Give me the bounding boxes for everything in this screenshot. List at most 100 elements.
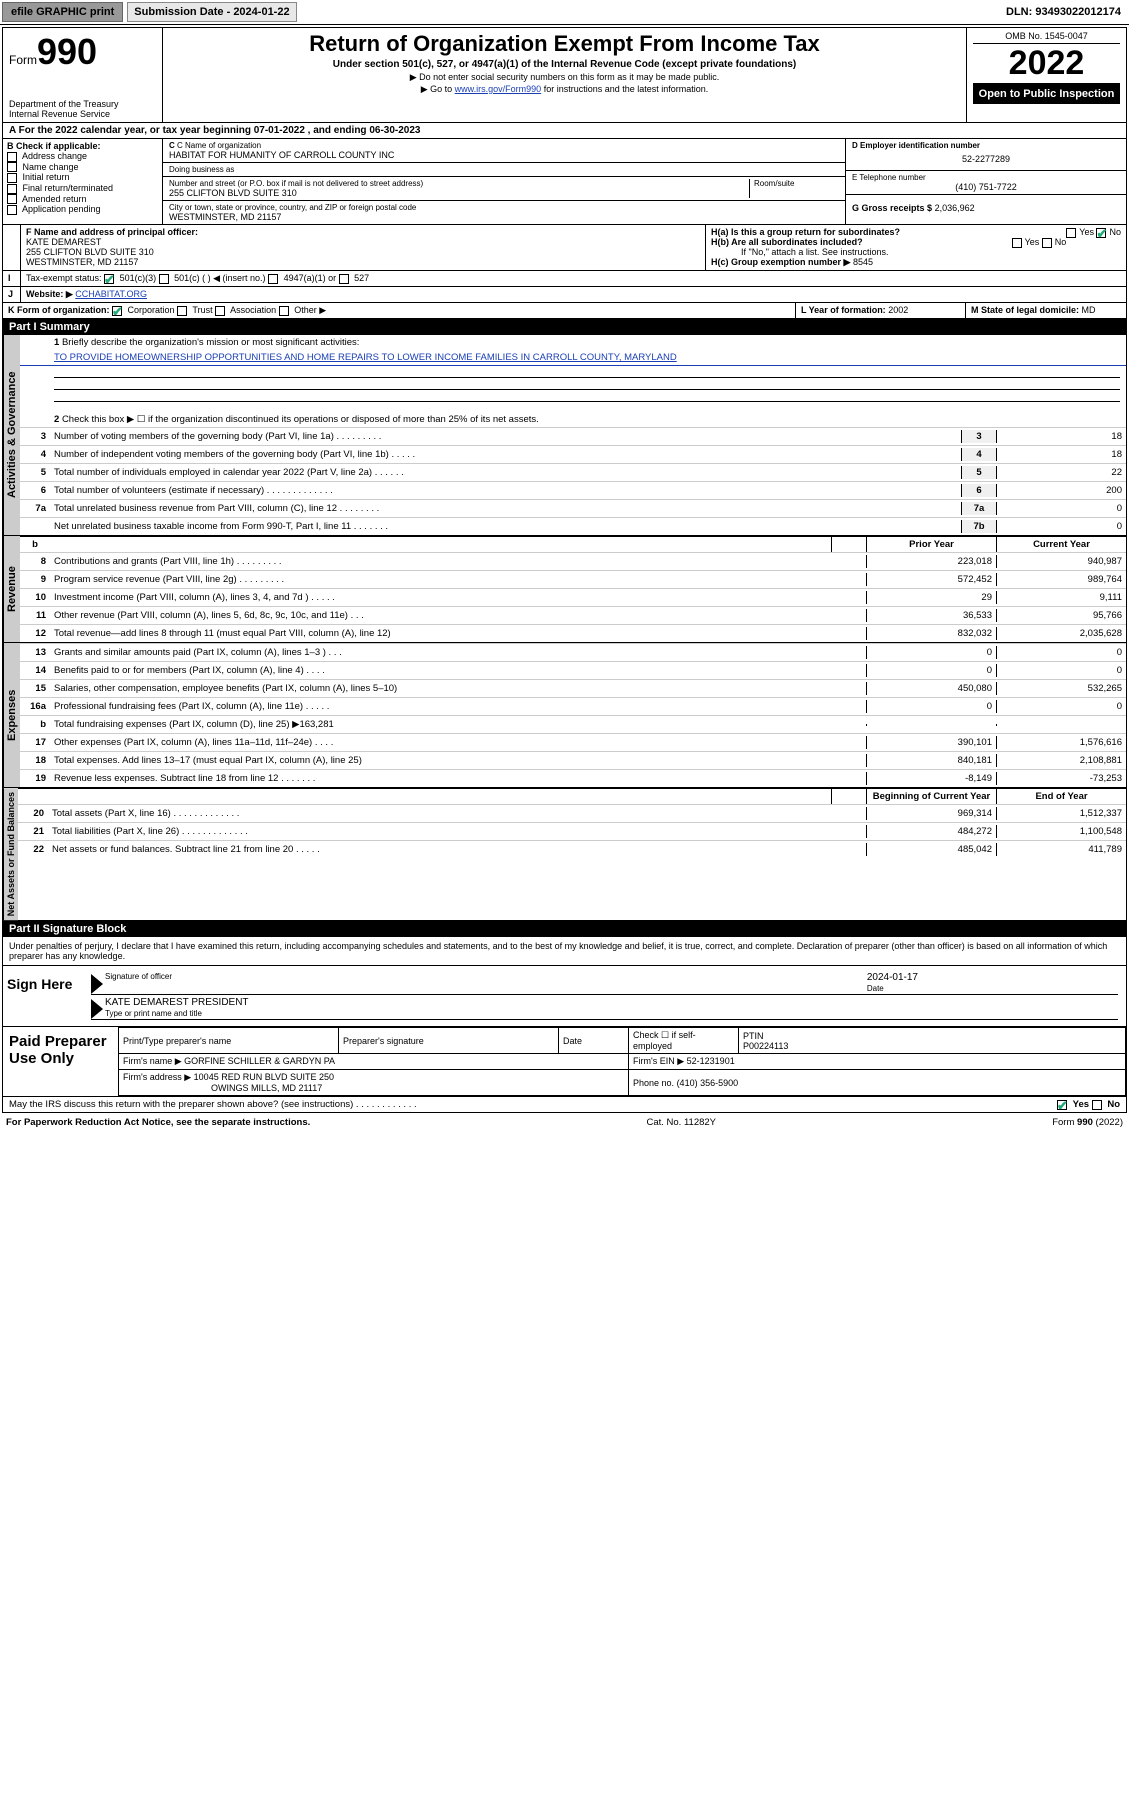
sig-officer-label: Signature of officer bbox=[105, 972, 172, 994]
irs-link[interactable]: www.irs.gov/Form990 bbox=[455, 84, 542, 94]
i-501c[interactable] bbox=[159, 274, 169, 284]
ha-no[interactable] bbox=[1096, 228, 1106, 238]
b-title: B Check if applicable: bbox=[7, 141, 158, 151]
addr-label: Number and street (or P.O. box if mail i… bbox=[169, 179, 749, 188]
dba-label: Doing business as bbox=[169, 165, 839, 174]
part2-header: Part II Signature Block bbox=[3, 921, 1126, 937]
street-address: 255 CLIFTON BLVD SUITE 310 bbox=[169, 188, 749, 198]
line1-label: Briefly describe the organization's miss… bbox=[62, 337, 360, 348]
ha-label: H(a) Is this a group return for subordin… bbox=[711, 227, 900, 237]
hb-yes[interactable] bbox=[1012, 238, 1022, 248]
b-checkbox[interactable] bbox=[7, 184, 17, 194]
table-row: 9Program service revenue (Part VIII, lin… bbox=[20, 570, 1126, 588]
sign-here-label: Sign Here bbox=[3, 966, 83, 1026]
table-row: 15Salaries, other compensation, employee… bbox=[20, 679, 1126, 697]
k-trust[interactable] bbox=[177, 306, 187, 316]
table-row: 11Other revenue (Part VIII, column (A), … bbox=[20, 606, 1126, 624]
hb-no[interactable] bbox=[1042, 238, 1052, 248]
k-corp[interactable] bbox=[112, 306, 122, 316]
form-prefix: Form bbox=[9, 53, 37, 67]
dept-treasury: Department of the Treasury bbox=[9, 99, 156, 109]
irs-label: Internal Revenue Service bbox=[9, 109, 156, 119]
city-label: City or town, state or province, country… bbox=[169, 203, 839, 212]
pp-check-self: Check ☐ if self-employed bbox=[629, 1028, 739, 1054]
b-checkbox[interactable] bbox=[7, 152, 17, 162]
page-title: Return of Organization Exempt From Incom… bbox=[169, 31, 960, 57]
b-checkbox[interactable] bbox=[7, 173, 17, 183]
j-row: J Website: ▶ CCHABITAT.ORG bbox=[3, 287, 1126, 303]
klm-row: K Form of organization: Corporation Trus… bbox=[3, 303, 1126, 319]
e-phone-label: E Telephone number bbox=[852, 173, 1120, 182]
firm-phone-label: Phone no. bbox=[633, 1078, 674, 1088]
dln-label: DLN: 93493022012174 bbox=[1006, 6, 1127, 18]
city-value: WESTMINSTER, MD 21157 bbox=[169, 212, 839, 222]
table-row: 10Investment income (Part VIII, column (… bbox=[20, 588, 1126, 606]
activities-governance-section: Activities & Governance 1 Briefly descri… bbox=[3, 335, 1126, 536]
firm-ein-label: Firm's EIN ▶ bbox=[633, 1056, 684, 1066]
paid-preparer-block: Paid Preparer Use Only Print/Type prepar… bbox=[3, 1026, 1126, 1096]
eoy-header: End of Year bbox=[996, 789, 1126, 804]
table-row: 18Total expenses. Add lines 13–17 (must … bbox=[20, 751, 1126, 769]
c-name-label: C Name of organization bbox=[177, 141, 261, 150]
rev-vertical-label: Revenue bbox=[3, 536, 20, 642]
i-527[interactable] bbox=[339, 274, 349, 284]
table-row: 13Grants and similar amounts paid (Part … bbox=[20, 643, 1126, 661]
form-number: 990 bbox=[37, 31, 97, 72]
firm-addr1: 10045 RED RUN BLVD SUITE 250 bbox=[194, 1072, 334, 1082]
k-other[interactable] bbox=[279, 306, 289, 316]
table-row: 5Total number of individuals employed in… bbox=[20, 463, 1126, 481]
submission-date: Submission Date - 2024-01-22 bbox=[127, 2, 296, 22]
table-row: Net unrelated business taxable income fr… bbox=[20, 517, 1126, 535]
na-vertical-label: Net Assets or Fund Balances bbox=[3, 788, 18, 920]
may-irs-no[interactable] bbox=[1092, 1100, 1102, 1110]
pp-name-label: Print/Type preparer's name bbox=[119, 1028, 339, 1054]
i-501c3[interactable] bbox=[104, 274, 114, 284]
i-row: I Tax-exempt status: 501(c)(3) 501(c) ( … bbox=[3, 271, 1126, 287]
typed-name: KATE DEMAREST PRESIDENT bbox=[105, 997, 249, 1008]
line2-text: Check this box ▶ ☐ if the organization d… bbox=[62, 414, 539, 425]
gov-vertical-label: Activities & Governance bbox=[3, 335, 20, 535]
ha-yes[interactable] bbox=[1066, 228, 1076, 238]
pp-sig-label: Preparer's signature bbox=[339, 1028, 559, 1054]
ptin-label: PTIN bbox=[743, 1031, 764, 1041]
firm-name: GORFINE SCHILLER & GARDYN PA bbox=[184, 1056, 335, 1066]
table-row: 21Total liabilities (Part X, line 26) . … bbox=[18, 822, 1126, 840]
current-year-header: Current Year bbox=[996, 537, 1126, 552]
efile-button[interactable]: efile GRAPHIC print bbox=[2, 2, 123, 22]
revenue-section: Revenue b Prior Year Current Year 8Contr… bbox=[3, 536, 1126, 643]
l-label: L Year of formation: bbox=[801, 305, 886, 315]
m-label: M State of legal domicile: bbox=[971, 305, 1079, 315]
mission-text: TO PROVIDE HOMEOWNERSHIP OPPORTUNITIES A… bbox=[20, 350, 1126, 366]
header-sub1: Under section 501(c), 527, or 4947(a)(1)… bbox=[169, 59, 960, 70]
table-row: 3Number of voting members of the governi… bbox=[20, 427, 1126, 445]
website-link[interactable]: CCHABITAT.ORG bbox=[75, 289, 147, 299]
org-name: HABITAT FOR HUMANITY OF CARROLL COUNTY I… bbox=[169, 150, 839, 160]
table-row: 20Total assets (Part X, line 16) . . . .… bbox=[18, 804, 1126, 822]
officer-addr1: 255 CLIFTON BLVD SUITE 310 bbox=[26, 247, 154, 257]
sig-date-value: 2024-01-17 bbox=[867, 972, 918, 983]
firm-addr2: OWINGS MILLS, MD 21117 bbox=[123, 1083, 322, 1093]
hb-label: H(b) Are all subordinates included? bbox=[711, 237, 863, 247]
k-label: K Form of organization: bbox=[8, 305, 110, 315]
room-label: Room/suite bbox=[754, 179, 839, 188]
boy-header: Beginning of Current Year bbox=[866, 789, 996, 804]
table-row: 16aProfessional fundraising fees (Part I… bbox=[20, 697, 1126, 715]
header-sub2: ▶ Do not enter social security numbers o… bbox=[169, 72, 960, 83]
may-irs-yes[interactable] bbox=[1057, 1100, 1067, 1110]
declaration-text: Under penalties of perjury, I declare th… bbox=[3, 937, 1126, 965]
table-row: 22Net assets or fund balances. Subtract … bbox=[18, 840, 1126, 858]
b-checkbox[interactable] bbox=[7, 194, 17, 204]
b-checkbox[interactable] bbox=[7, 162, 17, 172]
officer-addr2: WESTMINSTER, MD 21157 bbox=[26, 257, 138, 267]
form-body: Form990 Department of the Treasury Inter… bbox=[2, 27, 1127, 1113]
exp-vertical-label: Expenses bbox=[3, 643, 20, 787]
b-checkbox[interactable] bbox=[7, 205, 17, 215]
sign-here-block: Sign Here Signature of officer 2024-01-1… bbox=[3, 965, 1126, 1026]
open-inspection-badge: Open to Public Inspection bbox=[973, 84, 1120, 104]
preparer-table: Print/Type preparer's name Preparer's si… bbox=[118, 1027, 1126, 1096]
header-sub3: ▶ Go to www.irs.gov/Form990 for instruct… bbox=[169, 84, 960, 95]
paid-preparer-label: Paid Preparer Use Only bbox=[3, 1027, 118, 1096]
k-assoc[interactable] bbox=[215, 306, 225, 316]
i-4947[interactable] bbox=[268, 274, 278, 284]
firm-ein: 52-1231901 bbox=[687, 1056, 735, 1066]
